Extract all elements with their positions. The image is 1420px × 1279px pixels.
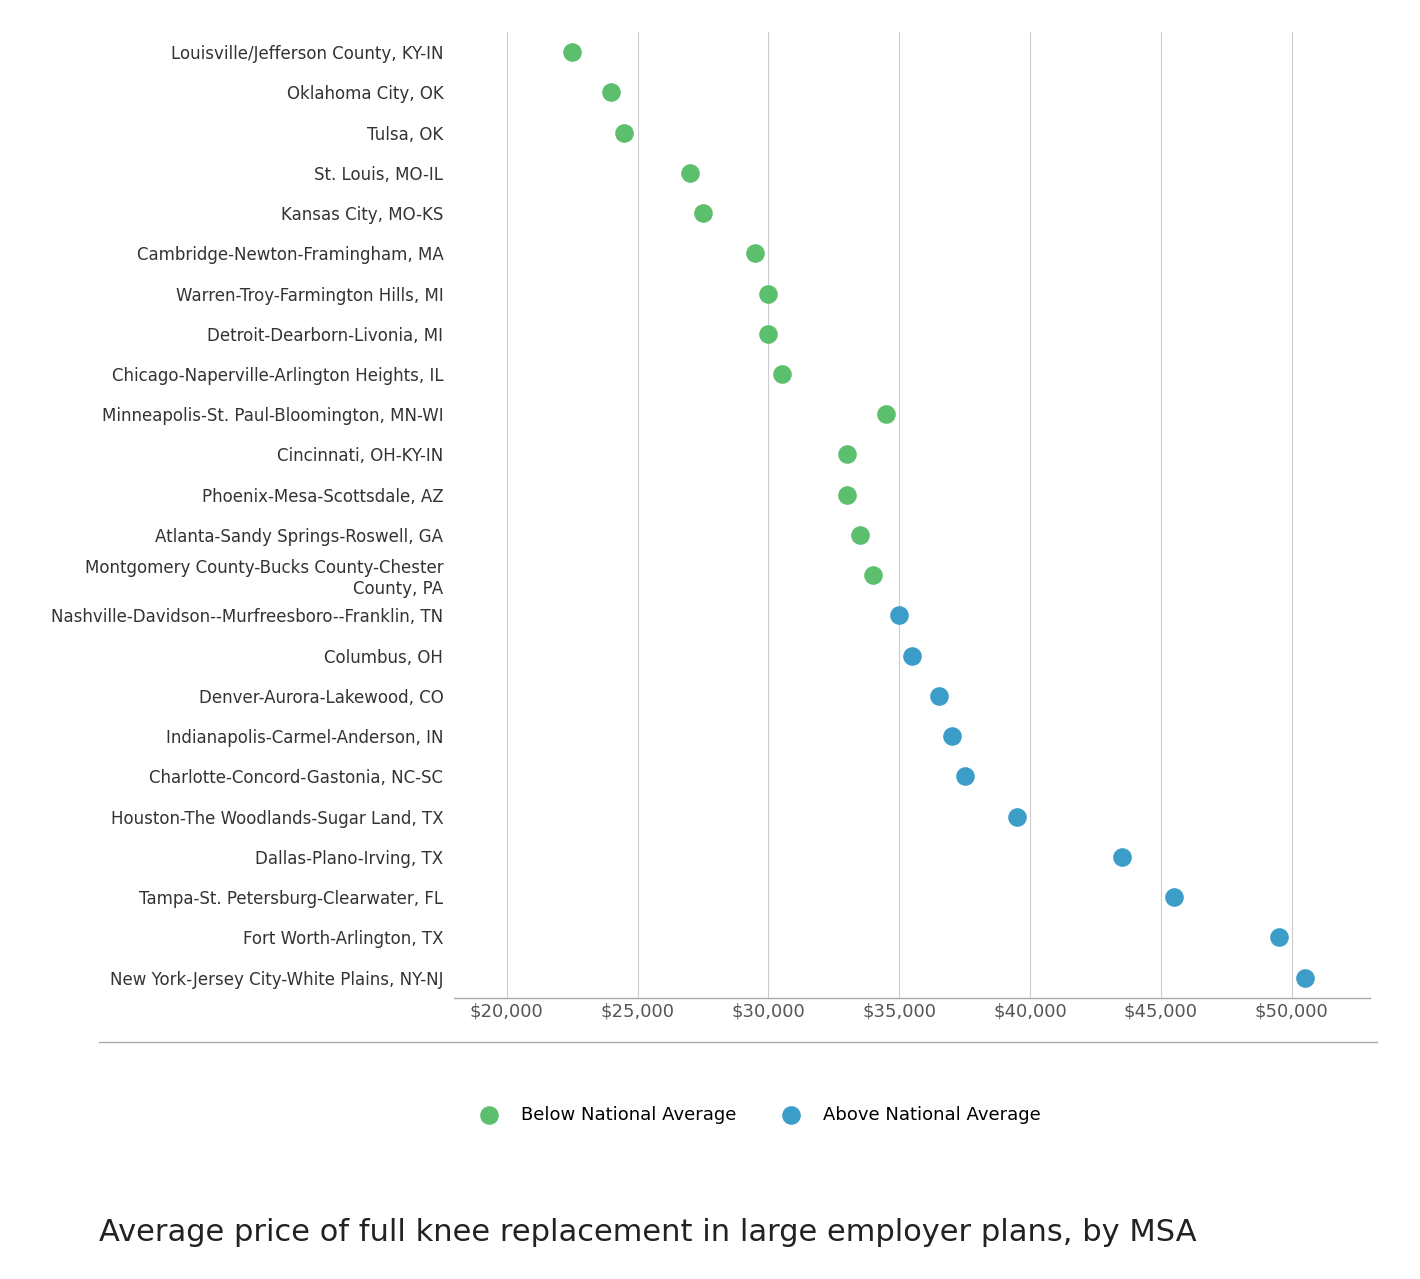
Point: [679, 162, 701, 183]
Point: [835, 444, 858, 464]
Point: [1294, 967, 1316, 987]
Point: [692, 203, 714, 224]
Point: [757, 324, 780, 344]
Point: [888, 605, 910, 625]
Legend: Below National Average, Above National Average: Below National Average, Above National A…: [463, 1099, 1048, 1131]
Point: [1005, 806, 1028, 826]
Point: [862, 565, 885, 586]
Point: [601, 82, 623, 102]
Point: [613, 123, 636, 143]
Point: [1110, 847, 1133, 867]
Point: [927, 686, 950, 706]
Point: [1163, 886, 1186, 907]
Point: [561, 42, 584, 63]
Point: [849, 524, 872, 545]
Point: [1268, 927, 1291, 948]
Point: [953, 766, 976, 787]
Point: [744, 243, 767, 263]
Point: [835, 485, 858, 505]
Point: [770, 363, 792, 384]
Point: [875, 404, 897, 425]
Text: Average price of full knee replacement in large employer plans, by MSA: Average price of full knee replacement i…: [99, 1218, 1197, 1247]
Point: [940, 726, 963, 747]
Point: [902, 646, 924, 666]
Point: [757, 283, 780, 303]
